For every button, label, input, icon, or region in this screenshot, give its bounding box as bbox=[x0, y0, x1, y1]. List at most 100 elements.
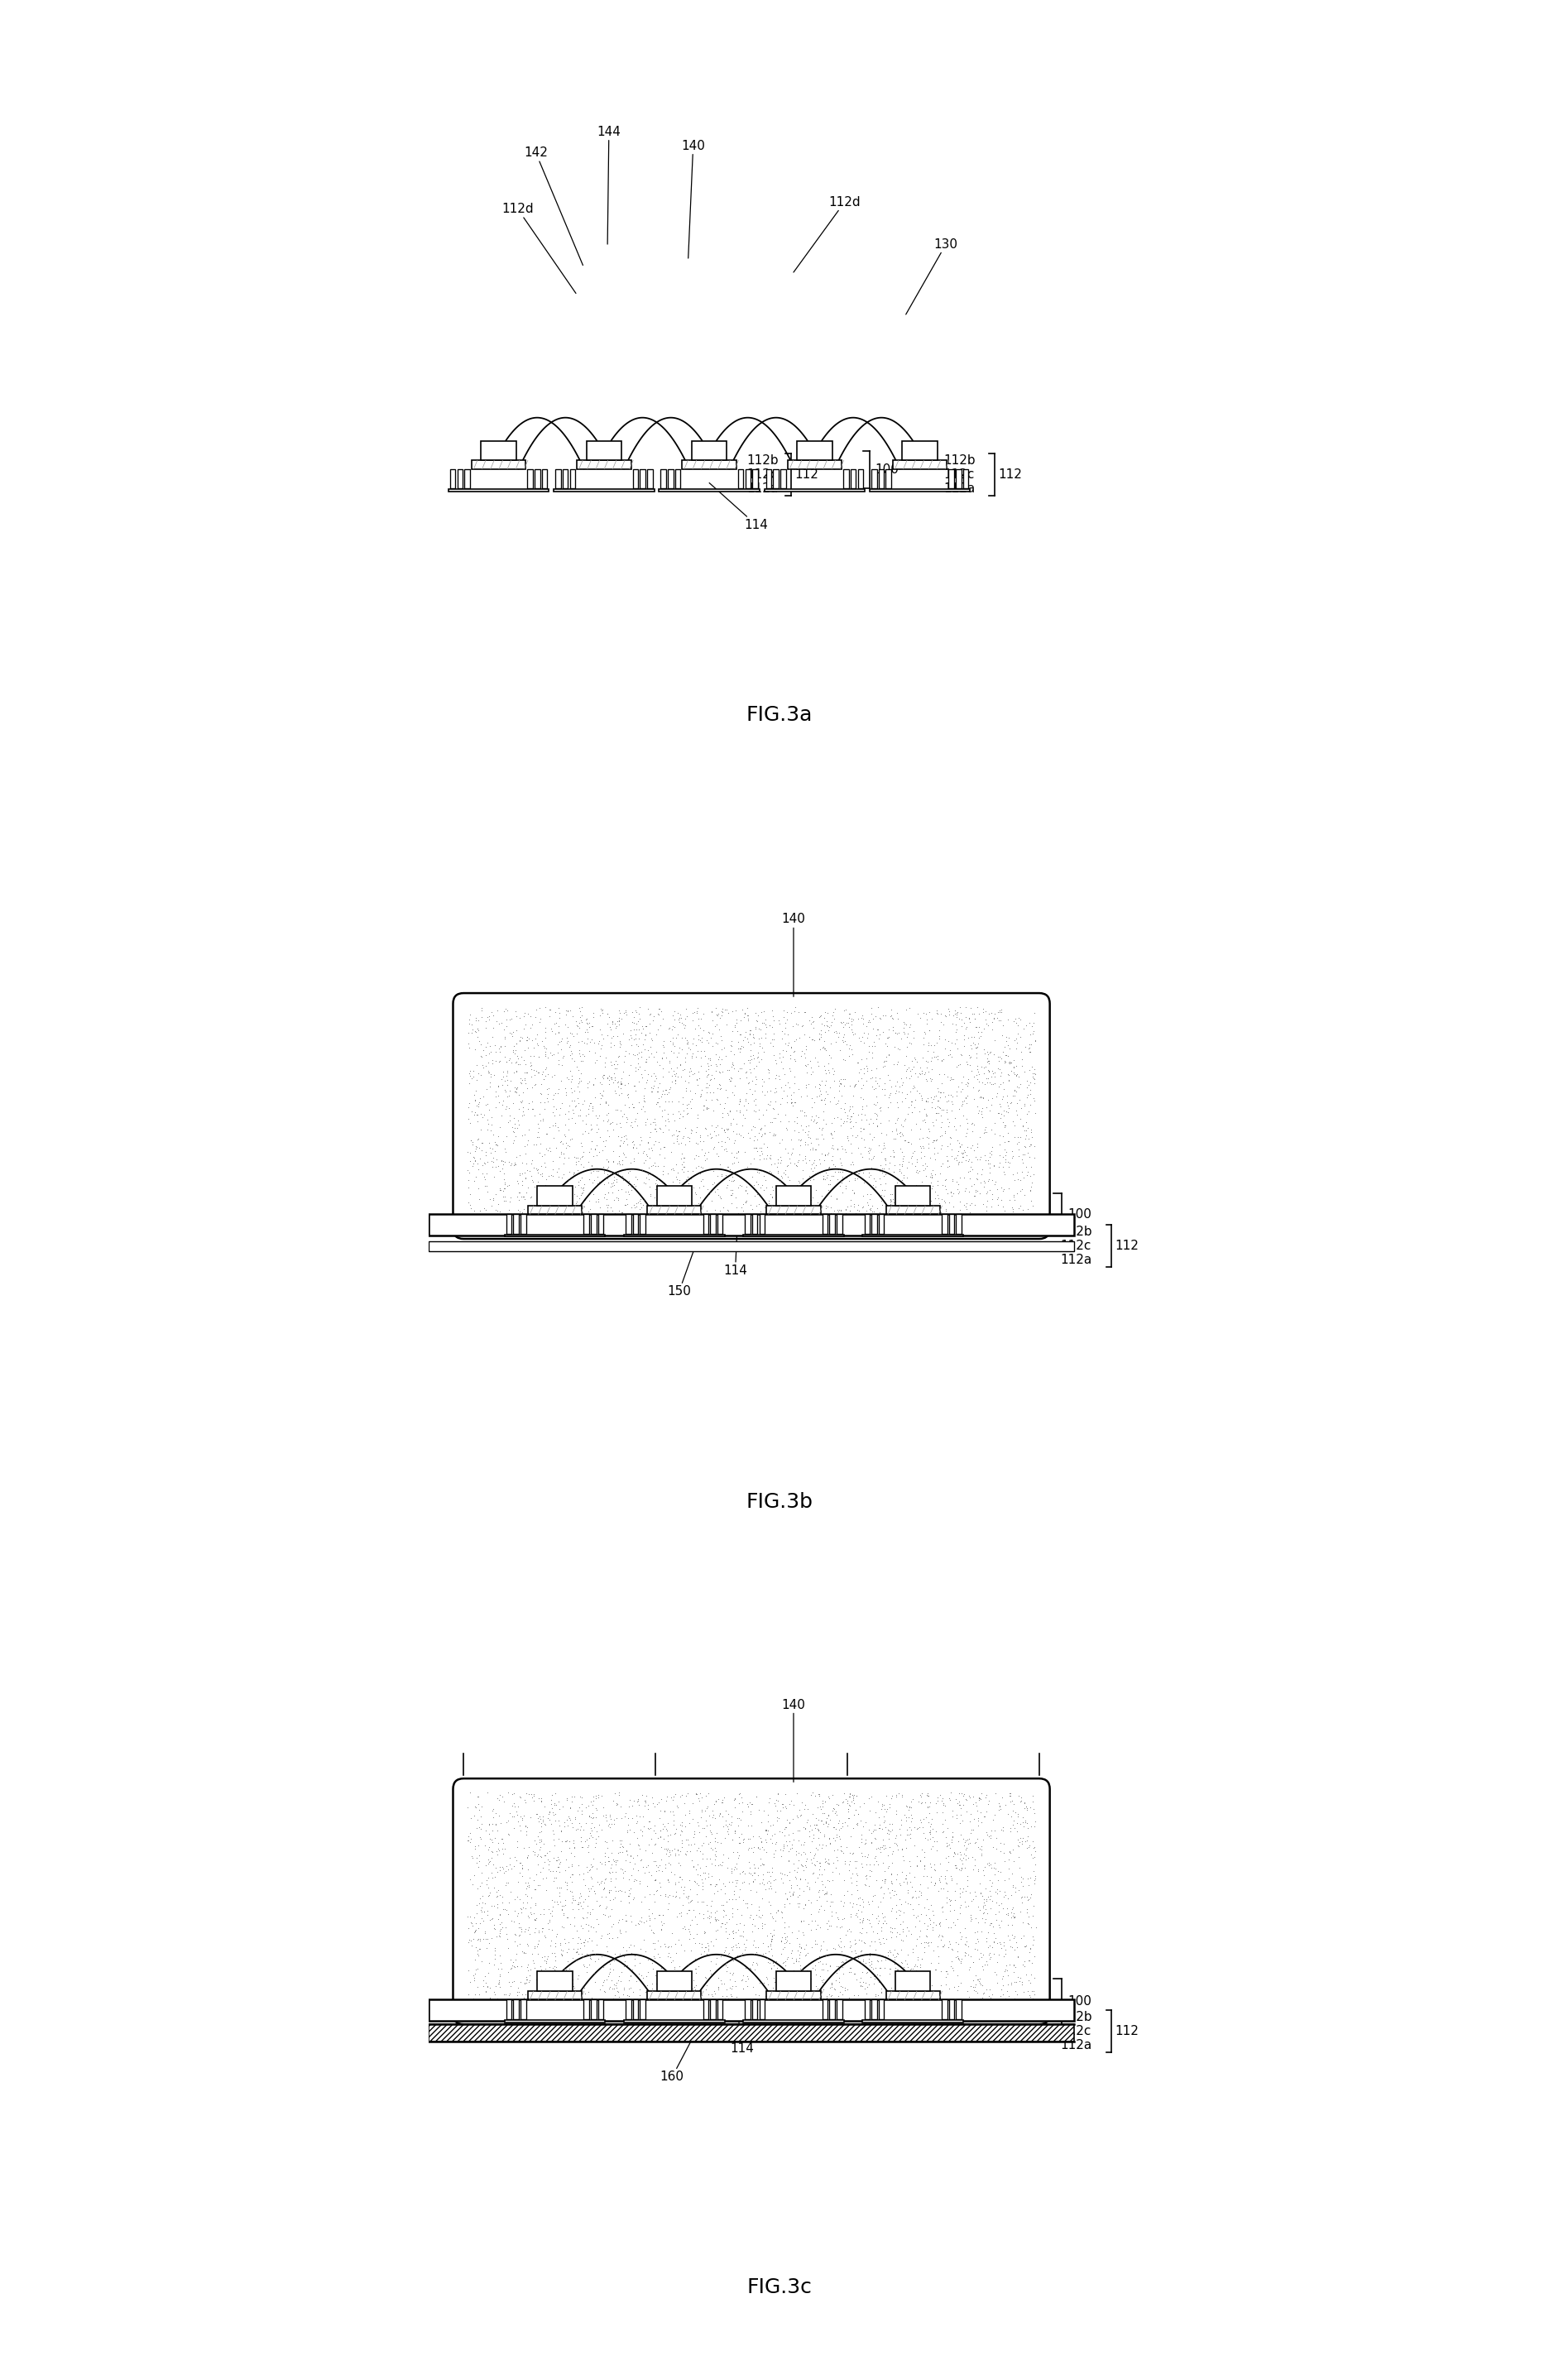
Point bbox=[960, 1837, 985, 1875]
Point bbox=[457, 1821, 482, 1859]
Point bbox=[988, 1971, 1013, 2009]
Point bbox=[722, 1121, 747, 1159]
Point bbox=[720, 1890, 745, 1928]
Point bbox=[582, 1023, 606, 1061]
Point bbox=[638, 1809, 663, 1847]
Point bbox=[552, 1004, 577, 1042]
Point bbox=[557, 1152, 582, 1190]
Point bbox=[527, 1095, 552, 1133]
Point bbox=[594, 1059, 619, 1097]
Point bbox=[837, 1987, 862, 2025]
Point bbox=[684, 990, 709, 1028]
Point bbox=[995, 1906, 1020, 1944]
Point bbox=[532, 1188, 557, 1226]
Point bbox=[1010, 1135, 1035, 1173]
Point bbox=[814, 1944, 839, 1983]
Point bbox=[549, 1045, 574, 1083]
Point bbox=[703, 1035, 728, 1073]
Point bbox=[566, 1890, 591, 1928]
Point bbox=[617, 1780, 642, 1818]
Point bbox=[856, 1104, 881, 1142]
Point bbox=[934, 1171, 959, 1209]
Point bbox=[591, 1797, 616, 1835]
Point bbox=[500, 1111, 525, 1150]
Point bbox=[672, 1806, 697, 1844]
Point bbox=[726, 1169, 751, 1207]
Point bbox=[762, 1837, 787, 1875]
Point bbox=[992, 1102, 1016, 1140]
Point bbox=[962, 1104, 987, 1142]
Point bbox=[787, 1933, 812, 1971]
Point bbox=[848, 1111, 873, 1150]
Point bbox=[747, 1154, 772, 1192]
Point bbox=[546, 1109, 571, 1147]
Point bbox=[507, 1173, 532, 1211]
Point bbox=[917, 1787, 942, 1825]
Point bbox=[655, 1100, 680, 1138]
Point bbox=[1004, 1804, 1029, 1842]
Point bbox=[822, 1157, 847, 1195]
Point bbox=[900, 1930, 924, 1968]
Point bbox=[667, 1878, 692, 1916]
Point bbox=[971, 1161, 996, 1200]
Point bbox=[580, 1007, 605, 1045]
Point bbox=[684, 1066, 709, 1104]
Point bbox=[837, 1102, 862, 1140]
Bar bbox=[893, 459, 946, 469]
Point bbox=[737, 1821, 762, 1859]
Point bbox=[820, 1130, 845, 1169]
Point bbox=[567, 1200, 592, 1238]
Point bbox=[457, 1897, 482, 1935]
Point bbox=[695, 1054, 720, 1092]
Point bbox=[993, 1135, 1018, 1173]
Point bbox=[474, 1973, 499, 2011]
Point bbox=[681, 1847, 706, 1885]
Point bbox=[762, 1040, 787, 1078]
Point bbox=[552, 1038, 577, 1076]
Point bbox=[864, 1016, 889, 1054]
Point bbox=[996, 1026, 1021, 1064]
Point bbox=[773, 1873, 798, 1911]
Point bbox=[592, 1799, 617, 1837]
Point bbox=[822, 1790, 847, 1828]
Point bbox=[1001, 1806, 1026, 1844]
Point bbox=[680, 1880, 705, 1918]
Point bbox=[781, 1944, 806, 1983]
Point bbox=[631, 1878, 656, 1916]
Point bbox=[1018, 1963, 1043, 2002]
Point bbox=[455, 1987, 480, 2025]
Point bbox=[942, 1107, 967, 1145]
Point bbox=[605, 1918, 630, 1956]
Point bbox=[762, 1073, 787, 1111]
Point bbox=[801, 1021, 826, 1059]
Point bbox=[934, 1138, 959, 1176]
Point bbox=[577, 1133, 602, 1171]
Point bbox=[837, 1787, 862, 1825]
Point bbox=[524, 1952, 549, 1990]
Point bbox=[900, 1083, 924, 1121]
Point bbox=[583, 1780, 608, 1818]
Point bbox=[884, 1816, 909, 1854]
Point bbox=[923, 1090, 948, 1128]
Point bbox=[896, 1949, 921, 1987]
Point bbox=[926, 1861, 951, 1899]
Point bbox=[993, 1894, 1018, 1933]
Point bbox=[656, 1844, 681, 1883]
Point bbox=[592, 1823, 617, 1861]
Point bbox=[468, 1057, 493, 1095]
Point bbox=[642, 1861, 667, 1899]
Point bbox=[822, 1061, 847, 1100]
Point bbox=[882, 1190, 907, 1228]
Point bbox=[667, 1859, 692, 1897]
Point bbox=[521, 1861, 546, 1899]
Point bbox=[647, 990, 672, 1028]
Point bbox=[513, 1909, 538, 1947]
Point bbox=[769, 1854, 794, 1892]
Point bbox=[758, 1925, 783, 1963]
Point bbox=[530, 1859, 555, 1897]
Point bbox=[886, 1949, 910, 1987]
Point bbox=[842, 1185, 867, 1223]
Point bbox=[507, 1076, 532, 1114]
Point bbox=[786, 1180, 811, 1219]
Point bbox=[943, 1780, 968, 1818]
